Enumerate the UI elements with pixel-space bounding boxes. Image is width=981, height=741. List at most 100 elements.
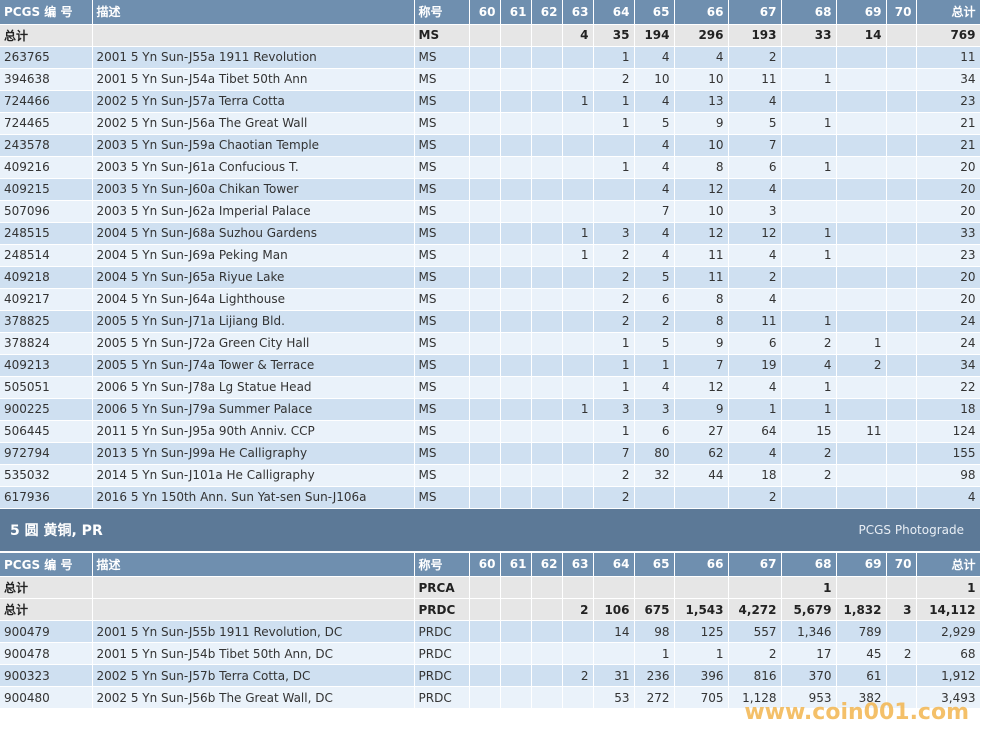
- grade-count-64: 2: [593, 244, 635, 267]
- grade-count-65: 4: [634, 156, 675, 179]
- col-header-description[interactable]: 描述: [92, 0, 415, 25]
- grade-count-67: 4: [728, 442, 782, 465]
- grade-count-65: 4: [634, 46, 675, 69]
- pcgs-id-link[interactable]: 535032: [0, 464, 93, 487]
- grade-count-67: 11: [728, 68, 782, 91]
- grade-count-66: [674, 576, 729, 599]
- grade-count-64: 1: [593, 112, 635, 135]
- grade-count-67: 18: [728, 464, 782, 487]
- coin-description: 2002 5 Yn Sun-J56b The Great Wall, DC: [92, 686, 415, 709]
- pcgs-id-link[interactable]: 409217: [0, 288, 93, 311]
- grade-count-64: 1: [593, 420, 635, 443]
- designation: MS: [414, 354, 470, 377]
- pcgs-id-link[interactable]: 900225: [0, 398, 93, 421]
- grade-count-69: 382: [836, 686, 887, 709]
- pcgs-id-link[interactable]: 409215: [0, 178, 93, 201]
- grade-count-69: [836, 398, 887, 421]
- pcgs-id-link[interactable]: 409213: [0, 354, 93, 377]
- grade-count-62: [531, 178, 563, 201]
- grade-count-64: [593, 576, 635, 599]
- coin-description: 2003 5 Yn Sun-J61a Confucious T.: [92, 156, 415, 179]
- coin-description: 2006 5 Yn Sun-J79a Summer Palace: [92, 398, 415, 421]
- pcgs-id-link[interactable]: 378824: [0, 332, 93, 355]
- coin-description: 2004 5 Yn Sun-J68a Suzhou Gardens: [92, 222, 415, 245]
- grade-count-66: 705: [674, 686, 729, 709]
- pcgs-id-link[interactable]: 900323: [0, 664, 93, 687]
- col-header-grade-67: 67: [728, 0, 782, 25]
- grade-count-68: 5,679: [781, 598, 837, 621]
- designation: MS: [414, 222, 470, 245]
- designation: MS: [414, 420, 470, 443]
- designation: MS: [414, 112, 470, 135]
- grade-count-60: [469, 576, 501, 599]
- designation: MS: [414, 244, 470, 267]
- grade-count-61: [500, 664, 532, 687]
- grade-count-69: [836, 178, 887, 201]
- table-row: 409216 2003 5 Yn Sun-J61a Confucious T. MS…: [0, 156, 981, 179]
- grade-count-69: [836, 90, 887, 113]
- pcgs-id-link[interactable]: 724465: [0, 112, 93, 135]
- pcgs-id-link[interactable]: 394638: [0, 68, 93, 91]
- grade-count-62: [531, 112, 563, 135]
- designation: PRDC: [414, 620, 470, 643]
- pcgs-id-link[interactable]: 248514: [0, 244, 93, 267]
- pcgs-id-link[interactable]: 378825: [0, 310, 93, 333]
- grade-count-65: 32: [634, 464, 675, 487]
- pcgs-id-link[interactable]: 900478: [0, 642, 93, 665]
- row-total: 769: [916, 24, 981, 47]
- grade-count-64: 106: [593, 598, 635, 621]
- pcgs-id-link[interactable]: 507096: [0, 200, 93, 223]
- coin-description: [92, 576, 415, 599]
- pcgs-id-link[interactable]: 724466: [0, 90, 93, 113]
- pcgs-id-link[interactable]: 505051: [0, 376, 93, 399]
- grade-count-69: 61: [836, 664, 887, 687]
- grade-count-66: 44: [674, 464, 729, 487]
- col-header-description[interactable]: 描述: [92, 552, 415, 577]
- grade-count-65: 675: [634, 598, 675, 621]
- grade-count-66: 11: [674, 266, 729, 289]
- grade-count-65: 5: [634, 112, 675, 135]
- row-total: 14,112: [916, 598, 981, 621]
- table-row: 378825 2005 5 Yn Sun-J71a Lijiang Bld. MS 2…: [0, 310, 981, 333]
- pcgs-id-link[interactable]: 248515: [0, 222, 93, 245]
- grade-count-68: 15: [781, 420, 837, 443]
- grade-count-65: 6: [634, 288, 675, 311]
- grade-count-69: 1: [836, 332, 887, 355]
- grade-count-65: 4: [634, 178, 675, 201]
- pcgs-id-link[interactable]: 900479: [0, 620, 93, 643]
- coin-description: 2005 5 Yn Sun-J71a Lijiang Bld.: [92, 310, 415, 333]
- coin-description: 2001 5 Yn Sun-J55a 1911 Revolution: [92, 46, 415, 69]
- grade-count-64: 2: [593, 288, 635, 311]
- pcgs-id-link[interactable]: 506445: [0, 420, 93, 443]
- pcgs-id-link[interactable]: 409218: [0, 266, 93, 289]
- grade-count-69: [836, 46, 887, 69]
- col-header-grade-63: 63: [562, 552, 594, 577]
- col-header-pcgs-id[interactable]: PCGS 编 号: [0, 0, 93, 25]
- pcgs-id-link[interactable]: 263765: [0, 46, 93, 69]
- photograde-link[interactable]: PCGS Photograde: [858, 522, 964, 537]
- row-total: 20: [916, 200, 981, 223]
- grade-count-68: [781, 178, 837, 201]
- row-total: 1: [916, 576, 981, 599]
- grade-count-67: 816: [728, 664, 782, 687]
- grade-count-69: 45: [836, 642, 887, 665]
- grade-count-63: 2: [562, 664, 594, 687]
- pcgs-id-link[interactable]: 900480: [0, 686, 93, 709]
- col-header-pcgs-id[interactable]: PCGS 编 号: [0, 552, 93, 577]
- grade-count-62: [531, 244, 563, 267]
- grade-count-70: [886, 464, 917, 487]
- grade-count-68: 17: [781, 642, 837, 665]
- grade-count-70: [886, 420, 917, 443]
- table-row: 900323 2002 5 Yn Sun-J57b Terra Cotta, DC…: [0, 664, 981, 687]
- grade-count-61: [500, 576, 532, 599]
- pcgs-id-link[interactable]: 409216: [0, 156, 93, 179]
- grade-count-70: [886, 112, 917, 135]
- pcgs-id-link[interactable]: 617936: [0, 486, 93, 509]
- grade-count-70: [886, 200, 917, 223]
- pcgs-id-link[interactable]: 243578: [0, 134, 93, 157]
- grade-count-69: [836, 200, 887, 223]
- pcgs-id-link[interactable]: 972794: [0, 442, 93, 465]
- grade-count-68: 2: [781, 332, 837, 355]
- grade-count-67: 4: [728, 288, 782, 311]
- col-header-grade-68: 68: [781, 552, 837, 577]
